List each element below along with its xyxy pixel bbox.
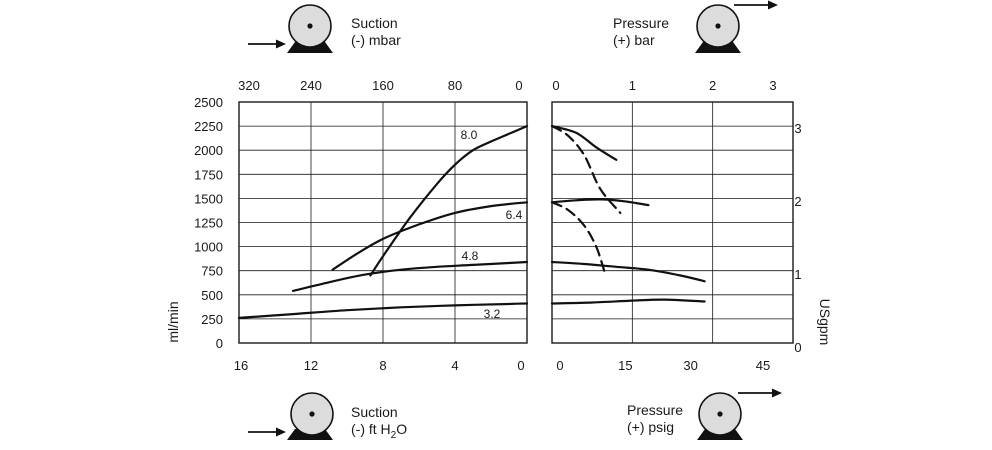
y-axis-label-right: USgpm: [817, 299, 833, 346]
suction-bottom-title: Suction: [351, 404, 398, 420]
suction-top-title: Suction: [351, 15, 398, 31]
ft-h2o-tick-label: 12: [304, 358, 318, 373]
pressure-bottom-unit: (+) psig: [627, 419, 674, 435]
bar-tick-label: 0: [552, 78, 559, 93]
ft-h2o-tick-label: 4: [451, 358, 458, 373]
suction-plot-frame: [238, 101, 528, 344]
mbar-tick-label: 160: [372, 78, 394, 93]
series-line-3-2: [550, 298, 706, 305]
ml-min-tick-label: 1000: [194, 240, 223, 255]
ft-h2o-tick-label: 8: [379, 358, 386, 373]
bar-tick-label: 2: [709, 78, 716, 93]
ml-min-tick-label: 2000: [194, 143, 223, 158]
psig-tick-label: 30: [683, 358, 697, 373]
pressure-top-title: Pressure: [613, 15, 669, 31]
usgpm-tick-label: 0: [794, 340, 801, 355]
pressure-legend-top: Pressure (+) bar: [613, 0, 778, 53]
series-label: 4.8: [462, 249, 479, 263]
ml-min-tick-label: 750: [201, 264, 223, 279]
y-axis-label-left: ml/min: [165, 301, 181, 342]
ft-h2o-tick-label: 16: [234, 358, 248, 373]
ml-min-tick-label: 0: [216, 336, 223, 351]
pressure-legend-bottom: Pressure (+) psig: [627, 388, 782, 440]
series-line-6-4: [331, 201, 529, 271]
y-axis-ticks-right: 0 1 2 3: [794, 121, 801, 355]
pressure-bottom-title: Pressure: [627, 402, 683, 418]
suction-legend-bottom: Suction (-) ft H2O: [248, 392, 407, 441]
usgpm-tick-label: 3: [794, 121, 801, 136]
series-line-3-2: [237, 302, 529, 319]
ml-min-tick-label: 1250: [194, 216, 223, 231]
suction-top-unit: (-) mbar: [351, 32, 401, 48]
pressure-plot-frame: [551, 101, 794, 344]
mbar-tick-label: 80: [448, 78, 462, 93]
dashed-series-line-6-4: [550, 201, 606, 272]
series-label: 3.2: [484, 307, 501, 321]
bar-tick-label: 1: [629, 78, 636, 93]
ft-h2o-tick-label: 0: [517, 358, 524, 373]
ml-min-tick-label: 1750: [194, 167, 223, 182]
ml-min-tick-label: 500: [201, 288, 223, 303]
y-axis-ticks-left: 0 250 500 750 1000 1250 1500 1750 2000 2250 2500: [194, 95, 223, 351]
series-line-4-8: [550, 260, 706, 283]
series-line-6-4: [550, 198, 650, 207]
series-line-8-0: [369, 125, 529, 277]
ml-min-tick-label: 1500: [194, 191, 223, 206]
ml-min-tick-label: 2500: [194, 95, 223, 110]
psig-tick-label: 0: [556, 358, 563, 373]
mbar-tick-label: 240: [300, 78, 322, 93]
mbar-tick-label: 320: [238, 78, 260, 93]
suction-legend-top: Suction (-) mbar: [248, 4, 401, 53]
series-label: 8.0: [461, 128, 478, 142]
mbar-tick-label: 0: [515, 78, 522, 93]
ml-min-tick-label: 250: [201, 312, 223, 327]
pressure-panel: 0 1 2 30 15 30 45: [550, 78, 794, 373]
series-line-8-0: [550, 125, 618, 161]
usgpm-tick-label: 2: [794, 194, 801, 209]
psig-tick-label: 15: [618, 358, 632, 373]
psig-tick-label: 45: [756, 358, 770, 373]
pressure-top-unit: (+) bar: [613, 32, 655, 48]
usgpm-tick-label: 1: [794, 267, 801, 282]
suction-bottom-unit: (-) ft H2O: [351, 421, 407, 441]
bar-tick-label: 3: [769, 78, 776, 93]
suction-panel: 320 240 160 80 0 16 12 8 4 0 8.0 6.4 4.8 3.2: [234, 78, 529, 373]
ml-min-tick-label: 2250: [194, 119, 223, 134]
series-line-4-8: [291, 260, 529, 292]
series-label: 6.4: [506, 208, 523, 222]
